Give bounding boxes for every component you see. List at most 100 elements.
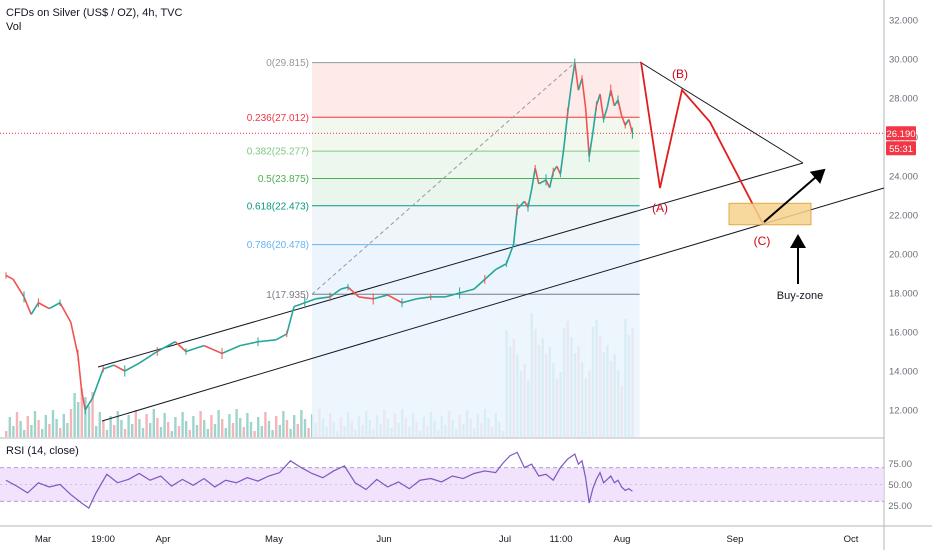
price-segment: [156, 341, 176, 353]
volume-bar: [120, 420, 123, 437]
volume-bar: [116, 411, 119, 437]
price-segment: [23, 296, 32, 315]
buy-zone-box: [728, 202, 812, 226]
price-segment: [329, 288, 342, 298]
volume-bar: [134, 410, 137, 437]
triangle-upper-line: [639, 61, 804, 164]
time-tick-label: May: [265, 534, 283, 545]
volume-bar: [30, 425, 33, 437]
volume-bar: [231, 423, 235, 437]
price-tick-label: 16.000: [889, 328, 918, 339]
volume-bar: [267, 421, 271, 437]
volume-bar: [177, 426, 181, 437]
wave-abc-path: [640, 61, 764, 225]
price-segment: [257, 339, 277, 343]
time-tick-label: Aug: [614, 534, 631, 545]
price-segment: [624, 119, 630, 126]
price-segment: [495, 263, 507, 271]
rsi-tick-label: 75.00: [888, 459, 912, 470]
volume-bar: [300, 410, 303, 437]
price-segment: [534, 168, 540, 184]
price-segment: [588, 132, 594, 157]
elliott-wave-projection[interactable]: (B) (A) (C) Buy-zone: [640, 61, 826, 302]
price-tick-label: 32.000: [889, 16, 918, 27]
volume-bar: [33, 411, 37, 437]
fib-level-label: 0(29.815): [266, 58, 309, 69]
volume-bar: [221, 419, 224, 437]
price-tick-label: 18.000: [889, 289, 918, 300]
volume-bar: [257, 417, 260, 437]
price-segment: [610, 90, 616, 106]
fib-level-label: 0.786(20.478): [247, 240, 309, 251]
time-tick-label: Jun: [376, 534, 391, 545]
price-segment: [527, 189, 533, 208]
volume-bar: [113, 425, 116, 437]
volume-bar: [246, 413, 249, 437]
volume-bar: [285, 420, 289, 437]
rsi-line: [5, 451, 633, 509]
fib-zone: [312, 117, 640, 152]
time-axis[interactable]: Mar 19:00 Apr May Jun Jul 11:00 Aug Sep Oct: [35, 534, 859, 545]
volume-indicator-label: Vol: [6, 21, 22, 33]
channel-lower-line: [101, 187, 885, 422]
volume-bar: [213, 424, 217, 437]
volume-bar: [264, 412, 267, 437]
volume-bar: [80, 388, 83, 437]
price-segment: [30, 302, 40, 315]
price-segment: [459, 288, 475, 294]
rsi-tick-label: 25.00: [888, 501, 912, 512]
price-segment: [84, 397, 94, 411]
volume-bar: [26, 416, 29, 437]
rsi-pane: [0, 451, 884, 509]
price-segment: [401, 298, 417, 304]
price-axis[interactable]: 32.00030.00028.00026.00024.00022.00020.0…: [886, 16, 918, 513]
price-segment: [70, 322, 79, 356]
price-segment: [444, 292, 460, 298]
price-tick-label: 30.000: [889, 55, 918, 66]
price-segment: [566, 86, 572, 114]
fib-zone: [312, 62, 640, 118]
price-segment: [315, 296, 331, 300]
volume-bar: [159, 427, 163, 437]
price-segment: [545, 179, 551, 189]
volume-bar: [199, 411, 202, 437]
time-tick-label: 19:00: [91, 534, 115, 545]
price-segment: [505, 243, 515, 265]
price-segment: [221, 344, 241, 355]
volume-bar: [23, 430, 26, 437]
volume-bar: [77, 402, 80, 437]
price-segment: [620, 115, 626, 126]
volume-bar: [152, 409, 155, 437]
fibonacci-retracement[interactable]: 0(29.815) 0.236(27.012) 0.382(25.277) 0.5(2…: [247, 58, 640, 437]
price-segment: [416, 296, 431, 300]
volume-bar: [131, 424, 134, 437]
price-segment: [577, 78, 583, 91]
time-tick-label: Jul: [499, 534, 511, 545]
volume-bar: [55, 419, 58, 437]
price-tick-label: 14.000: [889, 367, 918, 378]
price-segment: [484, 269, 497, 280]
price-segment: [340, 286, 349, 290]
wave-label-b: (B): [672, 67, 688, 81]
volume-bar: [293, 415, 296, 437]
fib-level-label: 0.5(23.875): [258, 174, 309, 185]
volume-bar: [185, 421, 188, 437]
fib-zone: [312, 205, 640, 245]
price-tick-label: 24.000: [889, 172, 918, 183]
price-segment: [387, 294, 403, 304]
price-segment: [581, 78, 587, 108]
volume-bar: [109, 416, 112, 437]
volume-bar: [69, 409, 73, 437]
volume-bar: [19, 421, 22, 437]
price-segment: [574, 62, 580, 91]
price-segment: [12, 278, 25, 298]
volume-bar: [102, 421, 105, 437]
volume-bar: [8, 417, 11, 437]
volume-bar: [253, 431, 256, 437]
trend-channel[interactable]: [97, 61, 885, 422]
volume-bar: [228, 414, 231, 437]
chart-title: CFDs on Silver (US$ / OZ), 4h, TVC: [6, 7, 183, 19]
volume-bar: [84, 397, 87, 437]
price-segment: [5, 274, 14, 281]
